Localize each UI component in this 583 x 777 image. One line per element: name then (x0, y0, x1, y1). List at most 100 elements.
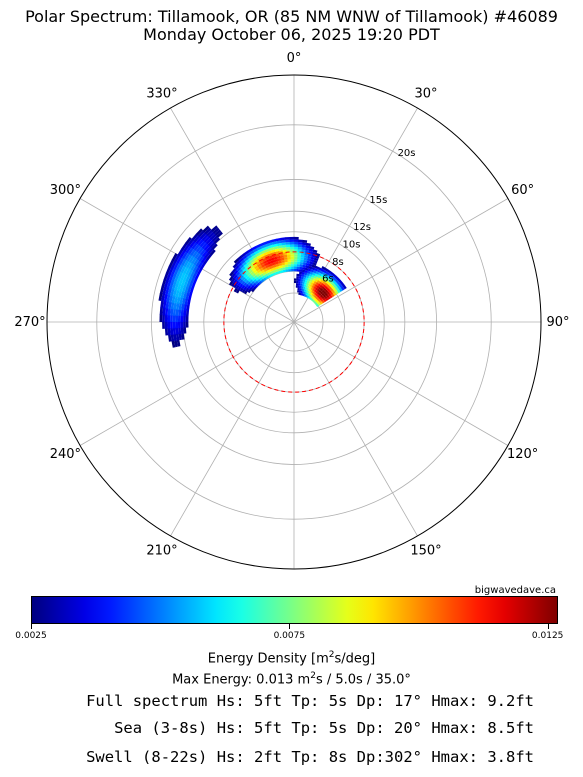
heatmap-cell (170, 327, 174, 335)
heatmap-cell (213, 237, 221, 244)
heatmap-cell (164, 279, 169, 288)
heatmap-cell (287, 256, 291, 260)
heatmap-cell (310, 256, 316, 261)
polar-frame (46, 74, 542, 570)
heatmap-cell (268, 255, 274, 259)
heatmap-cell (300, 290, 303, 294)
heatmap-cell (335, 283, 340, 288)
heatmap-cell (319, 270, 324, 275)
heatmap-cell (195, 266, 201, 273)
heatmap-cell (240, 270, 245, 276)
heatmap-cell (170, 308, 174, 316)
heatmap-cell (318, 272, 322, 277)
heatmap-cell (301, 269, 306, 273)
colorbar-tick-mark (31, 624, 32, 629)
heatmap-cell (273, 256, 278, 260)
heatmap-cell (181, 298, 186, 305)
angle-tick-label: 120° (507, 447, 538, 462)
heatmap-cell (290, 256, 295, 260)
heatmap-cell (299, 283, 303, 287)
heatmap-cell (261, 247, 267, 252)
heatmap-cell (184, 252, 191, 261)
polar-grid (47, 75, 541, 569)
heatmap-cell (273, 243, 279, 248)
heatmap-cell (243, 278, 248, 283)
heatmap-cell (303, 262, 307, 266)
heatmap-cell (285, 269, 289, 272)
heatmap-cell (301, 247, 307, 251)
heatmap-cell (203, 235, 211, 243)
heatmap-cell (306, 273, 310, 277)
heatmap-cell (180, 327, 184, 334)
heatmap-cell (282, 269, 287, 273)
heatmap-cell (303, 284, 307, 288)
heatmap-cell (286, 254, 291, 258)
heatmap-cell (310, 258, 315, 263)
heatmap-cell (261, 255, 266, 260)
heatmap-cell (233, 287, 238, 293)
heatmap-cell (231, 268, 237, 274)
heatmap-cell (287, 259, 292, 262)
heatmap-cell (267, 261, 272, 265)
heatmap-cell (320, 291, 324, 295)
heatmap-cell (298, 290, 301, 293)
heatmap-cell (313, 275, 318, 280)
heatmap-cell (203, 258, 209, 265)
heatmap-cell (308, 291, 312, 295)
heatmap-cell (300, 254, 305, 258)
heatmap-cell (209, 249, 216, 256)
heatmap-cell (328, 273, 333, 278)
heatmap-cell (305, 245, 311, 249)
heatmap-cell (181, 258, 187, 266)
heatmap-cell (241, 272, 247, 277)
heatmap-cell (233, 269, 239, 275)
heatmap-cell (301, 283, 305, 287)
heatmap-cell (317, 274, 321, 279)
heatmap-cell (275, 250, 280, 255)
heatmap-cell (283, 254, 288, 258)
heatmap-cell (238, 268, 243, 274)
heatmap-cell (260, 261, 265, 266)
heatmap-cell (195, 259, 202, 267)
heatmap-cell (290, 264, 295, 267)
heatmap-cell (309, 296, 312, 300)
heatmap-cell (306, 260, 311, 264)
heatmap-cell (192, 250, 199, 258)
heatmap-cell (186, 254, 193, 262)
heatmap-cell (185, 260, 192, 269)
heatmap-cell (253, 274, 258, 279)
heatmap-cell (171, 295, 176, 304)
heatmap-cell (170, 288, 175, 297)
heatmap-cell (307, 293, 311, 297)
heatmap-cell (265, 264, 270, 269)
heatmap-cell (165, 265, 172, 274)
heatmap-cell (235, 280, 240, 286)
angle-tick-label: 180° (278, 579, 309, 580)
heatmap-cell (309, 261, 314, 265)
heatmap-cell (239, 283, 244, 288)
heatmap-cell (289, 241, 295, 245)
chart-subtitle: Monday October 06, 2025 19:20 PDT (143, 25, 440, 44)
heatmap-cell (302, 281, 305, 285)
heatmap-cell (296, 280, 299, 284)
heatmap-cell (231, 272, 236, 278)
heatmap-cell (248, 256, 254, 262)
heatmap-cell (302, 239, 308, 243)
angle-tick-label: 300° (50, 183, 81, 198)
heatmap-cell (177, 290, 182, 298)
heatmap-cell (304, 279, 308, 283)
heatmap-cell (251, 277, 256, 282)
heatmap-cell (302, 286, 306, 290)
heatmap-cell (200, 248, 207, 256)
heatmap-cell (183, 327, 187, 334)
heatmap-cell (247, 267, 252, 272)
stat-sea: Sea (3-8s) Hs: 5ft Tp: 5s Dp: 20° Hmax: … (114, 719, 534, 737)
radial-tick-label: 8s (332, 257, 344, 268)
heatmap-cell (299, 288, 302, 291)
colorbar-tick-mark (547, 624, 549, 629)
heatmap-cell (338, 287, 343, 292)
heatmap-cell (161, 279, 167, 288)
heatmap-cell (297, 283, 301, 286)
heatmap-cell (314, 295, 318, 299)
heatmap-cell (188, 281, 194, 289)
